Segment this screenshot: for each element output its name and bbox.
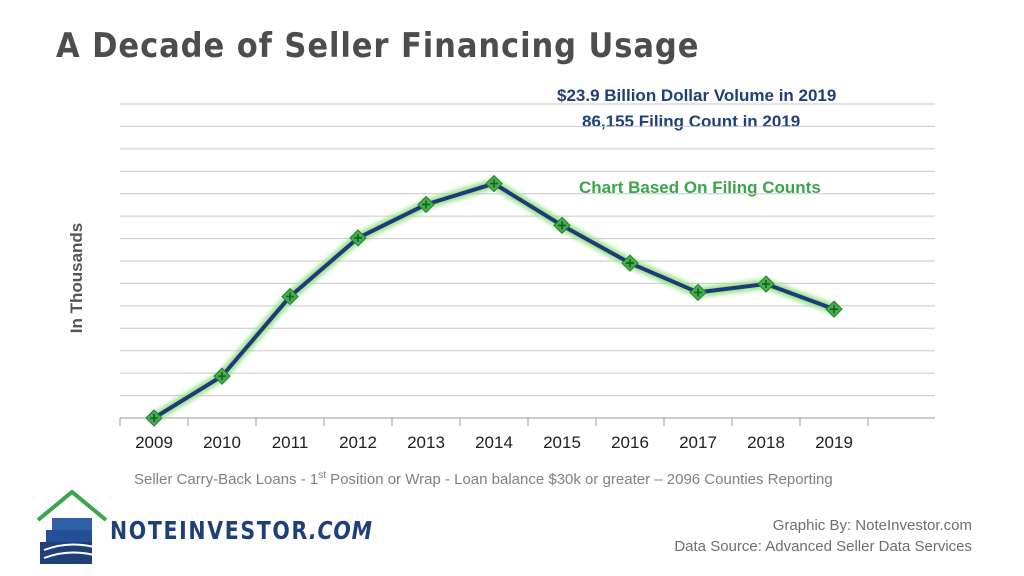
x-tick-label: 2014 — [475, 433, 513, 452]
data-point-marker — [757, 275, 775, 293]
data-point-marker — [145, 409, 163, 427]
data-point-marker — [417, 195, 435, 214]
marker-sparkle — [626, 259, 634, 268]
x-tick-label: 2019 — [815, 433, 853, 452]
marker-sparkle — [830, 305, 838, 314]
footnote-superscript: st — [318, 470, 327, 481]
series-line — [152, 181, 835, 420]
marker-sparkle — [286, 292, 294, 301]
marker-sparkle — [150, 414, 158, 422]
marker-sparkle — [218, 372, 226, 381]
volume-annotation: $23.9 Billion Dollar Volume in 2019 — [557, 86, 837, 105]
x-tick-labels: 2009 2010 2011 2012 2013 2014 2015 2016 2017 2018… — [135, 433, 853, 452]
marker-sparkle — [422, 200, 430, 209]
data-point-marker — [621, 254, 639, 272]
chart-footnote: Seller Carry-Back Loans - 1st Position o… — [134, 470, 833, 488]
data-point-marker — [825, 300, 843, 318]
data-source-credit: Data Source: Advanced Seller Data Servic… — [674, 538, 972, 555]
footnote-text-2: Position or Wrap - Loan balance $30k or … — [326, 471, 833, 488]
house-logo-icon — [36, 489, 108, 564]
graphic-credit: Graphic By: NoteInvestor.com — [772, 517, 972, 534]
footnote-text-1: Seller Carry-Back Loans - 1 — [134, 471, 319, 488]
x-tick-label: 2011 — [272, 433, 309, 452]
chart-gridlines — [120, 103, 935, 397]
chart-axes — [119, 417, 935, 426]
data-point-marker — [553, 216, 571, 235]
marker-sparkle — [694, 288, 702, 297]
series-line-glow — [151, 178, 836, 423]
x-tick-label: 2017 — [679, 433, 717, 452]
marker-sparkle — [762, 280, 770, 289]
data-point-marker — [213, 367, 231, 385]
data-point-marker — [349, 229, 367, 247]
chart-series — [145, 174, 843, 427]
data-point-marker — [689, 283, 707, 302]
marker-sparkle — [558, 221, 566, 230]
x-tick-label: 2013 — [407, 433, 445, 452]
brand-logo: NOTEINVESTOR.COM — [110, 516, 373, 545]
chart-basis-annotation: Chart Based On Filing Counts — [579, 178, 821, 197]
page-title: A Decade of Seller Financing Usage — [56, 26, 700, 66]
x-tick-label: 2015 — [543, 433, 581, 452]
marker-sparkle — [354, 233, 362, 242]
marker-sparkle — [490, 179, 498, 188]
x-tick-label: 2010 — [203, 433, 241, 452]
x-tick-label: 2018 — [747, 433, 785, 452]
brand-name: NOTEINVESTOR — [110, 516, 309, 545]
x-tick-label: 2012 — [339, 433, 377, 452]
x-tick-label: 2009 — [135, 433, 173, 452]
data-point-marker — [485, 174, 503, 193]
x-tick-label: 2016 — [611, 433, 649, 452]
data-point-marker — [281, 287, 299, 306]
brand-domain: .COM — [308, 516, 373, 545]
